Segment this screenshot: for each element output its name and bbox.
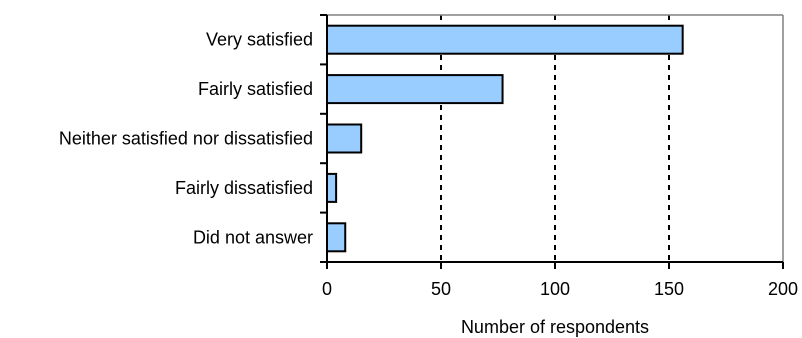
category-label-3: Fairly dissatisfied <box>175 178 313 198</box>
category-label-0: Very satisfied <box>206 30 313 50</box>
category-label-4: Did not answer <box>193 227 313 247</box>
bar-layer <box>326 24 684 253</box>
x-tick-label-100: 100 <box>540 279 570 299</box>
x-tick-label-0: 0 <box>322 279 332 299</box>
category-label-1: Fairly satisfied <box>198 79 313 99</box>
bar-0 <box>326 24 684 55</box>
x-tick-label-150: 150 <box>654 279 684 299</box>
x-tick-label-50: 50 <box>431 279 451 299</box>
bar-1 <box>326 74 504 105</box>
x-axis-title: Number of respondents <box>461 317 649 337</box>
bar-2 <box>326 123 363 154</box>
bar-4 <box>326 222 347 253</box>
grid-layer <box>327 14 784 262</box>
x-tick-label-200: 200 <box>768 279 798 299</box>
label-layer: Very satisfied Fairly satisfied Neither sa… <box>59 30 798 299</box>
category-label-2: Neither satisfied nor dissatisfied <box>59 129 313 149</box>
axis-layer <box>320 14 784 269</box>
bar-3 <box>326 172 338 203</box>
